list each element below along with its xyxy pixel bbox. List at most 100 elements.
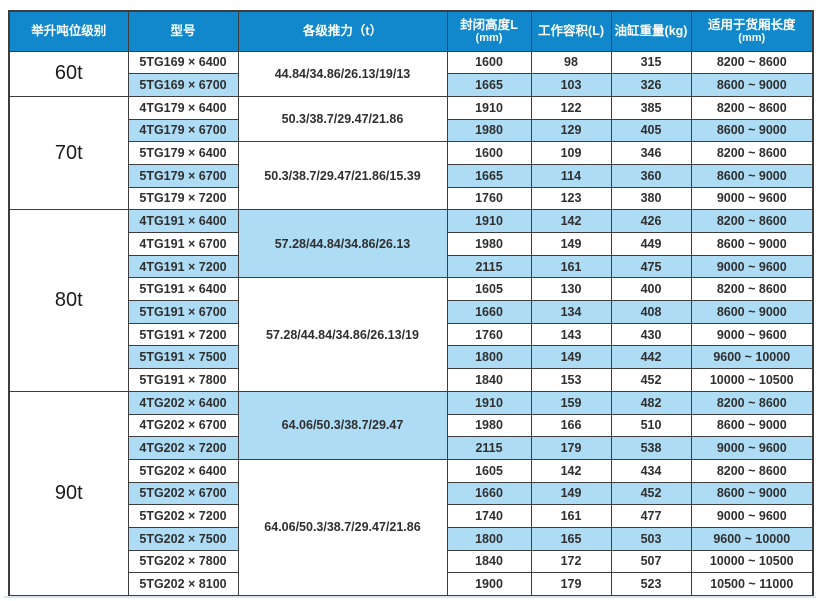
closed-height-cell: 1605: [446, 277, 532, 302]
col-header-cylinder-weight: 油缸重量(kg): [610, 10, 692, 52]
col-header-tonnage-class: 举升吨位级别: [8, 10, 129, 52]
tonnage-cell: 90t: [8, 390, 129, 597]
cargo-length-cell: 8600 ~ 9000: [690, 300, 814, 324]
cargo-length-cell: 8600 ~ 9000: [690, 118, 814, 143]
col-header-cargo-length: 适用于货厢长度 (mm): [690, 10, 814, 52]
table-row: 5TG179 × 6400 50.3/38.7/29.47/21.86/15.3…: [9, 141, 814, 211]
working-volume-cell: 98: [530, 50, 612, 75]
cargo-length-cell: 10500 ~ 11000: [690, 572, 814, 596]
closed-height-cell: 1740: [446, 504, 532, 528]
closed-height-cell: 1665: [446, 163, 532, 188]
working-volume-cell: 149: [530, 232, 612, 256]
table-row: 5TG191 × 6700 1660 134 408 8600 ~ 9000: [9, 300, 814, 324]
working-volume-cell: 149: [530, 345, 612, 370]
cylinder-weight-cell: 482: [610, 390, 692, 415]
bottom-divider: [4, 596, 816, 598]
model-cell: 5TG191 × 6400: [127, 277, 239, 302]
closed-height-cell: 2115: [446, 436, 532, 460]
working-volume-cell: 165: [530, 526, 612, 551]
cylinder-weight-cell: 380: [610, 186, 692, 211]
cargo-length-cell: 8200 ~ 8600: [690, 209, 814, 233]
model-cell: 5TG191 × 6700: [127, 300, 239, 324]
working-volume-cell: 166: [530, 413, 612, 438]
closed-height-cell: 1760: [446, 322, 532, 347]
cylinder-weight-cell: 475: [610, 254, 692, 279]
model-cell: 5TG179 × 6700: [127, 163, 239, 188]
closed-height-cell: 1840: [446, 549, 532, 574]
working-volume-cell: 134: [530, 300, 612, 324]
cargo-length-cell: 8600 ~ 9000: [690, 163, 814, 188]
cargo-length-cell: 10000 ~ 10500: [690, 368, 814, 392]
model-cell: 4TG191 × 6400: [127, 209, 239, 233]
tonnage-cell: 70t: [8, 95, 129, 211]
table-row: 4TG191 × 7200 2115 161 475 9000 ~ 9600: [9, 254, 814, 279]
working-volume-cell: 142: [530, 458, 612, 483]
model-cell: 4TG179 × 6700: [127, 118, 239, 143]
cargo-length-cell: 9600 ~ 10000: [690, 345, 814, 370]
cylinder-weight-cell: 449: [610, 232, 692, 256]
model-cell: 5TG191 × 7800: [127, 368, 239, 392]
table-row: 5TG202 × 8100 1900 179 523 10500 ~ 11000: [9, 572, 814, 596]
table-row: 5TG179 × 6700 1665 114 360 8600 ~ 9000: [9, 163, 814, 188]
cargo-length-cell: 8200 ~ 8600: [690, 95, 814, 120]
cylinder-weight-cell: 346: [610, 141, 692, 165]
working-volume-cell: 153: [530, 368, 612, 392]
cargo-length-cell: 10000 ~ 10500: [690, 549, 814, 574]
cylinder-weight-cell: 538: [610, 436, 692, 460]
cargo-length-cell: 9000 ~ 9600: [690, 254, 814, 279]
cylinder-weight-cell: 503: [610, 526, 692, 551]
model-cell: 5TG202 × 7500: [127, 526, 239, 551]
closed-height-cell: 1910: [446, 390, 532, 415]
cylinder-weight-cell: 405: [610, 118, 692, 143]
working-volume-cell: 143: [530, 322, 612, 347]
cargo-length-cell: 8200 ~ 8600: [690, 50, 814, 75]
closed-height-cell: 1840: [446, 368, 532, 392]
cargo-length-cell: 8200 ~ 8600: [690, 458, 814, 483]
working-volume-cell: 179: [530, 572, 612, 596]
working-volume-cell: 161: [530, 504, 612, 528]
working-volume-cell: 179: [530, 436, 612, 460]
header-row: 举升吨位级别 型号 各级推力（t） 封闭高度L (mm) 工作容积(L) 油缸重量…: [8, 10, 814, 52]
cylinder-weight-cell: 360: [610, 163, 692, 188]
closed-height-cell: 2115: [446, 254, 532, 279]
table-row: 5TG202 × 7500 1800 165 503 9600 ~ 10000: [9, 526, 814, 551]
cylinder-weight-cell: 326: [610, 73, 692, 97]
working-volume-cell: 172: [530, 549, 612, 574]
cylinder-weight-cell: 434: [610, 458, 692, 483]
model-cell: 4TG179 × 6400: [127, 95, 239, 120]
thrust-cell: 57.28/44.84/34.86/26.13: [237, 209, 448, 279]
working-volume-cell: 159: [530, 390, 612, 415]
closed-height-cell: 1900: [446, 572, 532, 596]
model-cell: 5TG179 × 7200: [127, 186, 239, 211]
cargo-length-cell: 9000 ~ 9600: [690, 186, 814, 211]
cargo-length-cell: 8600 ~ 9000: [690, 73, 814, 97]
cargo-length-cell: 9000 ~ 9600: [690, 504, 814, 528]
closed-height-cell: 1800: [446, 345, 532, 370]
cargo-length-cell: 8200 ~ 8600: [690, 141, 814, 165]
model-cell: 4TG202 × 6700: [127, 413, 239, 438]
cylinder-weight-cell: 426: [610, 209, 692, 233]
working-volume-cell: 142: [530, 209, 612, 233]
thrust-cell: 64.06/50.3/38.7/29.47: [237, 390, 448, 460]
cylinder-weight-cell: 430: [610, 322, 692, 347]
closed-height-cell: 1665: [446, 73, 532, 97]
cylinder-weight-cell: 442: [610, 345, 692, 370]
model-cell: 5TG202 × 8100: [127, 572, 239, 596]
cargo-length-cell: 8200 ~ 8600: [690, 390, 814, 415]
model-cell: 5TG202 × 6700: [127, 481, 239, 506]
thrust-cell: 50.3/38.7/29.47/21.86: [237, 95, 448, 143]
thrust-cell: 64.06/50.3/38.7/29.47/21.86: [237, 458, 448, 597]
model-cell: 5TG169 × 6700: [127, 73, 239, 97]
cylinder-weight-cell: 385: [610, 95, 692, 120]
model-cell: 4TG191 × 7200: [127, 254, 239, 279]
table-row: 4TG191 × 6700 1980 149 449 8600 ~ 9000: [9, 232, 814, 256]
cargo-length-cell: 9000 ~ 9600: [690, 322, 814, 347]
cylinder-weight-cell: 452: [610, 368, 692, 392]
cargo-length-cell: 8600 ~ 9000: [690, 481, 814, 506]
table-row: 5TG202 × 7200 1740 161 477 9000 ~ 9600: [9, 504, 814, 528]
table-row: 5TG191 × 7800 1840 153 452 10000 ~ 10500: [9, 368, 814, 392]
model-cell: 4TG191 × 6700: [127, 232, 239, 256]
cargo-length-cell: 8200 ~ 8600: [690, 277, 814, 302]
closed-height-cell: 1910: [446, 95, 532, 120]
